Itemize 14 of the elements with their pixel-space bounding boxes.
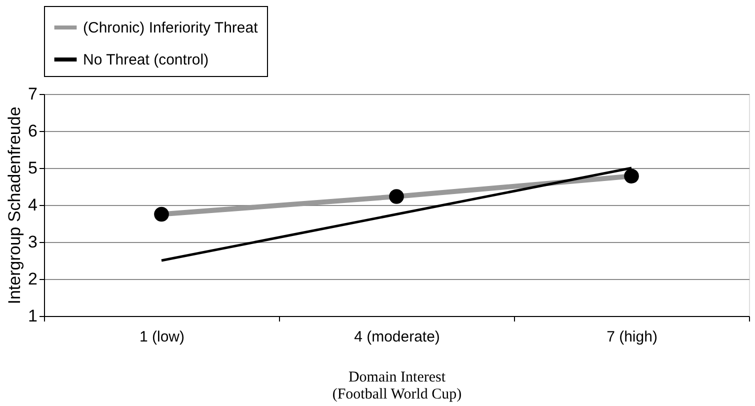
- y-tick-label: 4: [28, 196, 38, 214]
- x-axis-title: Domain Interest (Football World Cup): [332, 370, 462, 402]
- y-axis-title: Intergroup Schadenfreude: [5, 106, 24, 304]
- y-tick-label: 5: [28, 158, 38, 178]
- y-tick-label: 7: [28, 84, 38, 104]
- legend-label: No Threat (control): [83, 52, 209, 68]
- legend-label: (Chronic) Inferiority Threat: [83, 20, 259, 36]
- x-tick-label: 1 (low): [139, 328, 185, 346]
- y-tick-label: 6: [28, 122, 38, 140]
- x-tick-label: 4 (moderate): [354, 328, 440, 346]
- y-tick-label: 1: [28, 306, 38, 326]
- y-tick-label: 3: [28, 232, 38, 252]
- x-tick-label: 7 (high): [606, 328, 658, 346]
- y-tick-label: 2: [28, 270, 38, 288]
